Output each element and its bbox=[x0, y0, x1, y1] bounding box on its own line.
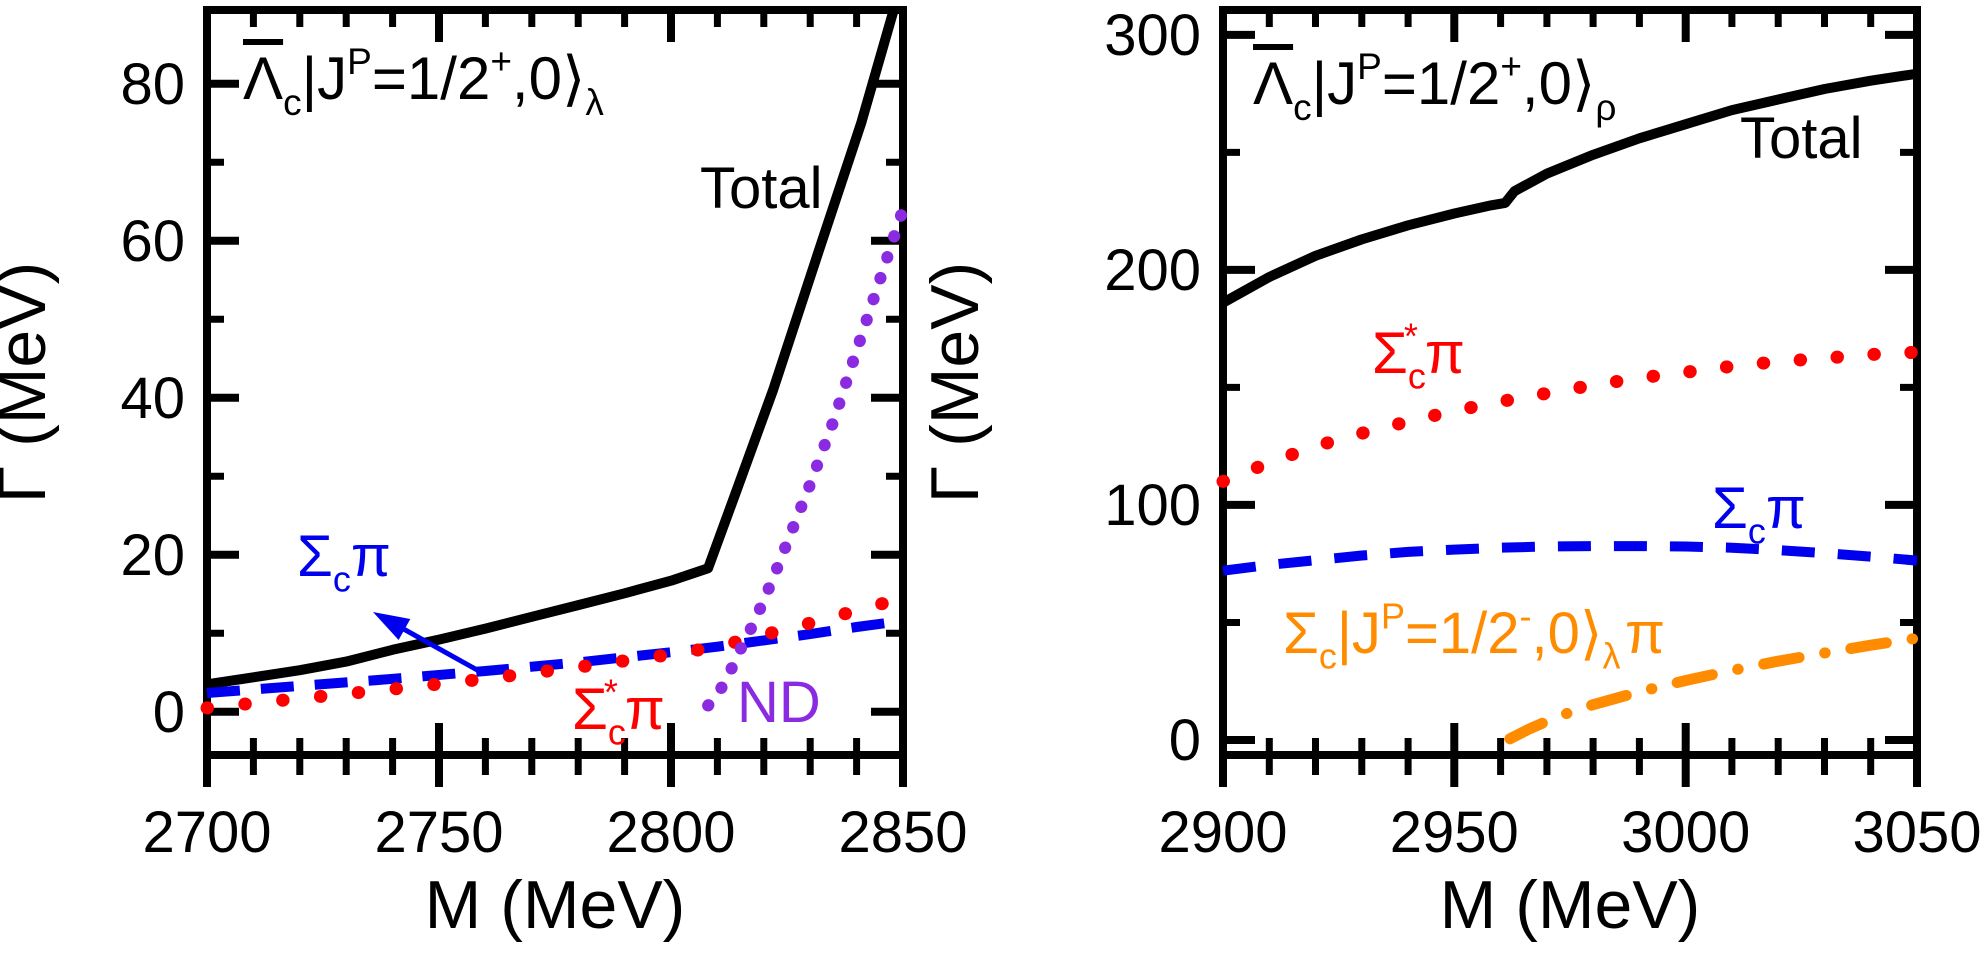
series-sigma-c-star-pi bbox=[200, 591, 910, 715]
label-nd: ND bbox=[737, 670, 821, 735]
y-tick-label: 60 bbox=[120, 209, 185, 274]
y-tick-label: 80 bbox=[120, 52, 185, 117]
left-panel: 2700 2750 2800 2850 0 20 40 60 80 M (MeV) Γ (MeV) Λ… bbox=[0, 6, 968, 943]
left-x-axis-label: M (MeV) bbox=[425, 867, 686, 943]
label-sigma-c-star-pi-left: Σc* π bbox=[572, 672, 665, 753]
sigma-c-pi-arrow bbox=[373, 612, 481, 674]
right-tick-labels: 2900 2950 3000 3050 0 100 200 300 bbox=[1104, 3, 1981, 865]
right-frame bbox=[1219, 6, 1921, 759]
right-x-axis-label: M (MeV) bbox=[1440, 867, 1701, 943]
x-tick-label: 2750 bbox=[374, 800, 503, 865]
left-y-axis-label: Γ (MeV) bbox=[0, 262, 60, 503]
x-tick-label: 2900 bbox=[1158, 800, 1287, 865]
series-sigma-c-half-minus-pi bbox=[1504, 632, 1923, 745]
x-tick-label: 3050 bbox=[1852, 800, 1981, 865]
right-y-axis-label: Γ (MeV) bbox=[917, 262, 993, 503]
y-tick-label: 20 bbox=[120, 523, 185, 588]
y-tick-label: 200 bbox=[1104, 238, 1201, 303]
label-sigma-c-pi-right: Σcπ bbox=[1712, 476, 1806, 552]
series-sigma-c-star-pi bbox=[1216, 345, 1924, 488]
sigma-c-pi-arrow-shaft bbox=[396, 623, 481, 674]
series-sigma-c-pi bbox=[1222, 541, 1918, 576]
x-tick-label: 2950 bbox=[1390, 800, 1519, 865]
series-total bbox=[206, 8, 899, 690]
left-frame bbox=[203, 6, 907, 759]
label-sigma-c-pi-left: Σcπ bbox=[297, 524, 391, 600]
label-total-left: Total bbox=[700, 156, 823, 221]
series-nd bbox=[702, 203, 909, 712]
series-total bbox=[1220, 68, 1918, 308]
y-tick-label: 300 bbox=[1104, 3, 1201, 68]
right-panel: 2900 2950 3000 3050 0 100 200 300 M (MeV) Γ (MeV)… bbox=[917, 3, 1982, 943]
y-tick-label: 40 bbox=[120, 366, 185, 431]
label-sigma-c-half-minus-pi: Σc|JP=1/2-,0⟩λπ bbox=[1283, 596, 1665, 677]
x-tick-label: 2800 bbox=[606, 800, 735, 865]
left-tick-labels: 2700 2750 2800 2850 0 20 40 60 80 bbox=[120, 52, 967, 865]
right-panel-title: Λc|JP=1/2+,0⟩ρ bbox=[1253, 46, 1616, 128]
label-sigma-c-star-pi-right: Σc* π bbox=[1372, 316, 1465, 397]
left-panel-title: Λc|JP=1/2+,0⟩λ bbox=[243, 41, 604, 123]
sigma-c-pi-arrow-head bbox=[373, 612, 411, 640]
x-tick-label: 3000 bbox=[1621, 800, 1750, 865]
y-tick-label: 0 bbox=[153, 680, 185, 745]
x-tick-label: 2700 bbox=[142, 800, 271, 865]
label-total-right: Total bbox=[1740, 106, 1863, 171]
y-tick-label: 0 bbox=[1169, 708, 1201, 773]
series-sigma-c-pi bbox=[206, 615, 904, 698]
x-tick-label: 2850 bbox=[838, 800, 967, 865]
y-tick-label: 100 bbox=[1104, 473, 1201, 538]
